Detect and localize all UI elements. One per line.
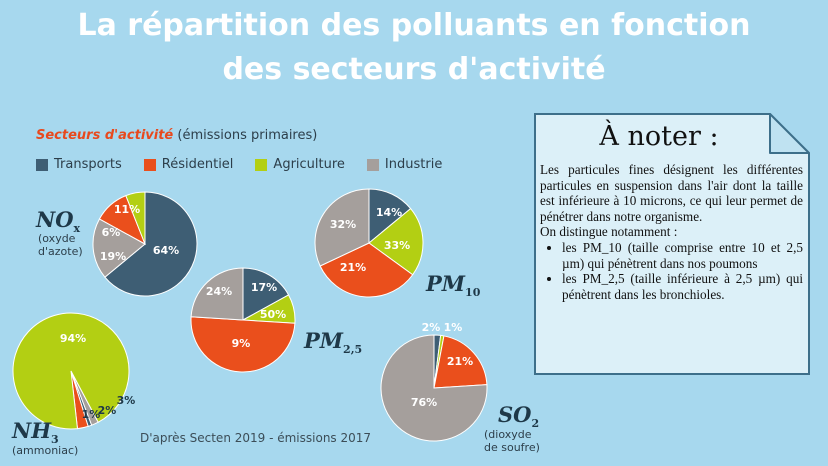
page-title: La répartition des polluants en fonction… xyxy=(0,4,828,92)
chart-name-so2-sub: 2 xyxy=(531,417,540,431)
chart-name-nh3-sub: 3 xyxy=(51,433,59,447)
pie-slice-pm25-industrie xyxy=(190,267,244,321)
note-paragraph: Les particules fines désignent les diffé… xyxy=(540,162,803,224)
pie-label-nh3-résidentiel: 3% xyxy=(117,394,136,407)
chart-name-pm25: PM2,5 xyxy=(304,330,362,361)
chart-name-nox-main: NO xyxy=(36,207,74,232)
chart-sub-nh3: (ammoniac) xyxy=(12,444,78,457)
legend-label-transports: Transports xyxy=(54,157,122,172)
chart-sub-nox-2: d'azote) xyxy=(38,245,83,258)
pie-label-pm10-industrie: 32% xyxy=(330,218,356,231)
chart-name-nox: NOx xyxy=(36,209,80,240)
chart-name-nh3-main: NH xyxy=(12,418,52,443)
pie-label-pm25-transports: 17% xyxy=(251,281,277,294)
note-body: Les particules fines désignent les diffé… xyxy=(540,162,803,302)
pie-slice-nox-industrie xyxy=(92,218,146,278)
pie-label-nh3-transports: 1% xyxy=(82,408,101,421)
pie-slice-so2-industrie xyxy=(380,334,488,442)
legend-swatch-residentiel xyxy=(143,158,156,171)
pie-label-nox-agriculture: 6% xyxy=(102,226,121,239)
legend-item-residentiel: Résidentiel xyxy=(143,157,234,172)
chart-name-so2-main: SO xyxy=(498,402,532,427)
pie-label-pm10-transports: 14% xyxy=(376,206,402,219)
note-bullet-pm10: les PM_10 (taille comprise entre 10 et 2… xyxy=(562,240,803,271)
chart-name-pm25-sub: 2,5 xyxy=(343,343,363,357)
note-title: À noter : xyxy=(599,121,719,152)
legend-label-residentiel: Résidentiel xyxy=(161,157,234,172)
chart-sub-nh3-1: (ammoniac) xyxy=(12,444,79,457)
pie-slice-nh3-agriculture xyxy=(12,312,130,430)
note-list: les PM_10 (taille comprise entre 10 et 2… xyxy=(540,240,803,302)
legend-heading-bold: Secteurs d'activité xyxy=(36,128,174,143)
legend-swatch-agriculture xyxy=(255,158,268,171)
legend-label-agriculture: Agriculture xyxy=(273,157,345,172)
pie-label-nox-industrie: 19% xyxy=(100,250,126,263)
pie-slice-pm10-résidentiel xyxy=(319,242,414,298)
legend: Transports Résidentiel Agriculture Indus… xyxy=(36,157,464,172)
title-line-1: La répartition des polluants en fonction xyxy=(77,8,751,43)
pie-slice-so2-résidentiel xyxy=(433,335,488,389)
pie-label-pm25-résidentiel: 50% xyxy=(260,308,286,321)
pie-slice-pm10-industrie xyxy=(314,188,370,267)
chart-sub-so2: (dioxyde de soufre) xyxy=(484,428,540,454)
legend-heading: Secteurs d'activité (émissions primaires… xyxy=(36,128,317,143)
title-line-2: des secteurs d'activité xyxy=(222,52,606,87)
chart-sub-so2-2: de soufre) xyxy=(484,441,540,454)
pie-label-so2-transports: 2% xyxy=(422,321,441,334)
pie-slice-pm10-agriculture xyxy=(368,207,424,276)
chart-name-nh3: NH3 xyxy=(12,420,59,451)
pie-label-nox-transports: 64% xyxy=(153,244,179,257)
chart-name-pm10: PM10 xyxy=(426,273,480,304)
chart-name-pm25-main: PM xyxy=(304,328,344,353)
chart-name-nox-sub: x xyxy=(73,222,81,236)
note-intro: On distingue notamment : xyxy=(540,224,678,240)
pie-label-so2-résidentiel: 21% xyxy=(447,355,473,368)
note-paper-shape xyxy=(534,113,810,375)
chart-sub-nox-1: (oxyde xyxy=(38,232,76,245)
pie-slice-pm25-transports xyxy=(242,267,290,321)
chart-name-pm10-main: PM xyxy=(426,271,466,296)
legend-swatch-industrie xyxy=(366,158,379,171)
pie-label-pm10-résidentiel: 33% xyxy=(384,239,410,252)
pie-slice-pm25-résidentiel xyxy=(190,316,296,373)
legend-swatch-transports xyxy=(36,158,48,171)
pie-label-nh3-agriculture: 94% xyxy=(60,332,86,345)
chart-name-pm10-sub: 10 xyxy=(465,286,481,300)
legend-heading-rest: (émissions primaires) xyxy=(173,128,318,143)
legend-item-industrie: Industrie xyxy=(366,157,443,172)
chart-name-so2: SO2 xyxy=(498,404,539,435)
pie-label-so2-agriculture: 1% xyxy=(444,321,463,334)
pie-label-nox-résidentiel: 11% xyxy=(114,203,140,216)
chart-sub-nox: (oxyde d'azote) xyxy=(38,232,83,258)
pie-label-pm25-industrie: 24% xyxy=(206,285,232,298)
pie-label-pm25-agriculture: 9% xyxy=(232,337,251,350)
legend-item-transports: Transports xyxy=(36,157,122,172)
pie-slice-nox-agriculture xyxy=(125,191,146,245)
legend-label-industrie: Industrie xyxy=(384,157,443,172)
note-box: À noter : Les particules fines désignent… xyxy=(534,113,810,375)
pie-label-pm10-agriculture: 21% xyxy=(340,261,366,274)
pie-label-so2-industrie: 76% xyxy=(411,396,437,409)
source-caption: D'après Secten 2019 - émissions 2017 xyxy=(140,431,372,445)
note-bullet-pm25: les PM_2,5 (taille inférieure à 2,5 µm) … xyxy=(562,271,803,302)
chart-sub-so2-1: (dioxyde xyxy=(484,428,532,441)
pie-slice-nox-transports xyxy=(104,191,198,297)
legend-item-agriculture: Agriculture xyxy=(255,157,345,172)
pie-label-nh3-industrie: 2% xyxy=(98,404,117,417)
